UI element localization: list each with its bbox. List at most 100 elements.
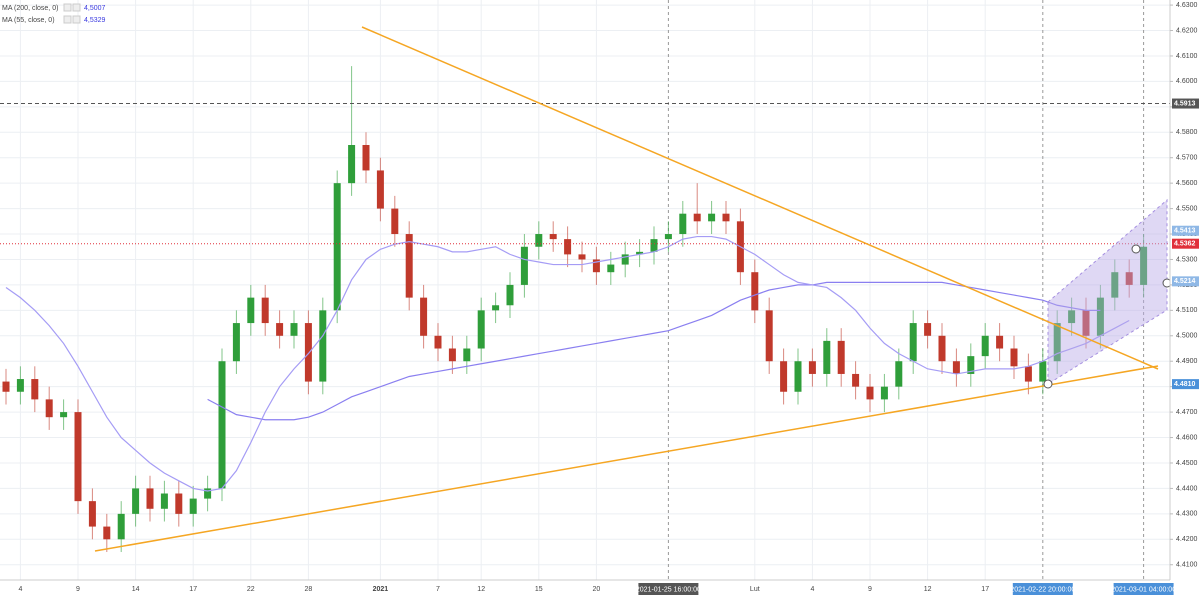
candle-body bbox=[74, 412, 82, 502]
candle-body bbox=[607, 264, 615, 273]
price-label-bg bbox=[1172, 98, 1199, 109]
candle-body bbox=[808, 361, 816, 374]
candle-body bbox=[751, 272, 759, 311]
candle-body bbox=[981, 335, 989, 357]
y-tick-label: 4.6300 bbox=[1176, 2, 1198, 9]
legend-button bbox=[72, 3, 81, 12]
candle-body bbox=[765, 310, 773, 362]
candle-body bbox=[477, 310, 485, 349]
candle-body bbox=[103, 526, 111, 540]
candle-body bbox=[420, 297, 428, 336]
price-label: 4.5913 bbox=[1174, 100, 1196, 107]
y-tick-label: 4.4300 bbox=[1176, 511, 1198, 518]
candle-body bbox=[967, 356, 975, 374]
candle-body bbox=[938, 335, 946, 362]
legend-button bbox=[72, 15, 81, 24]
trend-line bbox=[361, 26, 1159, 370]
candle-body bbox=[276, 323, 284, 336]
x-tick-label: 15 bbox=[535, 586, 543, 593]
handle bbox=[1043, 379, 1053, 389]
legend-button bbox=[63, 15, 72, 24]
candle-body bbox=[60, 412, 68, 418]
price-label-bg bbox=[1172, 238, 1199, 249]
x-tick-label: 9 bbox=[76, 586, 80, 593]
legend-label: MA (200, close, 0) bbox=[2, 5, 58, 12]
x-tick-label: 28 bbox=[305, 586, 313, 593]
price-label: 4.5214 bbox=[1174, 278, 1196, 285]
legend-value: 4,5329 bbox=[84, 17, 106, 24]
candle-body bbox=[924, 323, 932, 336]
legend: MA (200, close, 0) 4,5007 MA (55, close, 0… bbox=[2, 3, 106, 24]
candle-body bbox=[880, 386, 888, 400]
candle-body bbox=[204, 488, 212, 499]
candle-body bbox=[852, 373, 860, 387]
candle-body bbox=[549, 234, 557, 240]
candle-body bbox=[708, 213, 716, 222]
y-tick-label: 4.5000 bbox=[1176, 333, 1198, 340]
x-tick-label: 22 bbox=[247, 586, 255, 593]
x-tick-label: 12 bbox=[477, 586, 485, 593]
candle-body bbox=[664, 234, 672, 240]
candle-body bbox=[391, 208, 399, 235]
candle-body bbox=[261, 297, 269, 324]
candle-body bbox=[88, 501, 96, 527]
candle-body bbox=[189, 498, 197, 514]
candle-body bbox=[304, 323, 312, 382]
y-tick-label: 4.4100 bbox=[1176, 562, 1198, 569]
y-tick-label: 4.6200 bbox=[1176, 27, 1198, 34]
candle-body bbox=[463, 348, 471, 362]
axes: 4.4100 4.4200 4.4300 4.4400 4.4500 4.4600 4.47… bbox=[18, 2, 1199, 595]
x-tick-label: 4 bbox=[18, 586, 22, 593]
y-tick-label: 4.5700 bbox=[1176, 155, 1198, 162]
y-tick-label: 4.4500 bbox=[1176, 460, 1198, 467]
candle-body bbox=[1140, 246, 1148, 285]
candle-body bbox=[405, 234, 413, 298]
y-tick-label: 4.4900 bbox=[1176, 358, 1198, 365]
legend-button bbox=[63, 3, 72, 12]
candle-body bbox=[448, 348, 456, 362]
y-tick-label: 4.4400 bbox=[1176, 485, 1198, 492]
candle-body bbox=[520, 246, 528, 285]
candle-body bbox=[621, 254, 629, 265]
candle-body bbox=[45, 399, 53, 418]
price-label-bg bbox=[1172, 276, 1199, 287]
candle-body bbox=[506, 284, 514, 306]
candle-body bbox=[909, 323, 917, 362]
highlight-bg bbox=[1012, 583, 1073, 595]
y-tick-label: 4.4600 bbox=[1176, 434, 1198, 441]
x-tick-label: 7 bbox=[436, 586, 440, 593]
candle-body bbox=[16, 379, 24, 392]
candle-body bbox=[218, 361, 226, 489]
price-label: 4.5362 bbox=[1174, 241, 1196, 248]
candle-body bbox=[31, 379, 39, 400]
candle-body bbox=[117, 513, 125, 540]
candle-body bbox=[2, 381, 10, 392]
x-tick-label: 20 bbox=[593, 586, 601, 593]
candle-body bbox=[1125, 272, 1133, 285]
candle-body bbox=[1024, 366, 1032, 382]
x-tick-label: 2021 bbox=[373, 586, 389, 593]
y-tick-label: 4.5500 bbox=[1176, 205, 1198, 212]
candle-body bbox=[348, 145, 356, 184]
candle-body bbox=[650, 239, 658, 252]
y-tick-label: 4.4200 bbox=[1176, 536, 1198, 543]
highlight-bg bbox=[1113, 583, 1174, 595]
candle-body bbox=[1039, 361, 1047, 382]
candle-body bbox=[319, 310, 327, 382]
candle-body bbox=[535, 234, 543, 247]
highlight-bg bbox=[638, 583, 699, 595]
candle-body bbox=[693, 213, 701, 222]
y-tick-label: 4.5600 bbox=[1176, 180, 1198, 187]
candle-body bbox=[722, 213, 730, 222]
candle-body bbox=[895, 361, 903, 387]
candle-body bbox=[996, 335, 1004, 349]
price-label: 4.5413 bbox=[1174, 228, 1196, 235]
price-label: 4.4810 bbox=[1174, 381, 1196, 388]
highlight-label: 2021-01-25 16:00:00 bbox=[636, 586, 701, 593]
candle-body bbox=[492, 305, 500, 311]
price-label-bg bbox=[1172, 225, 1199, 236]
candle-body bbox=[952, 361, 960, 374]
candle-body bbox=[146, 488, 154, 509]
drawings bbox=[94, 26, 1172, 552]
